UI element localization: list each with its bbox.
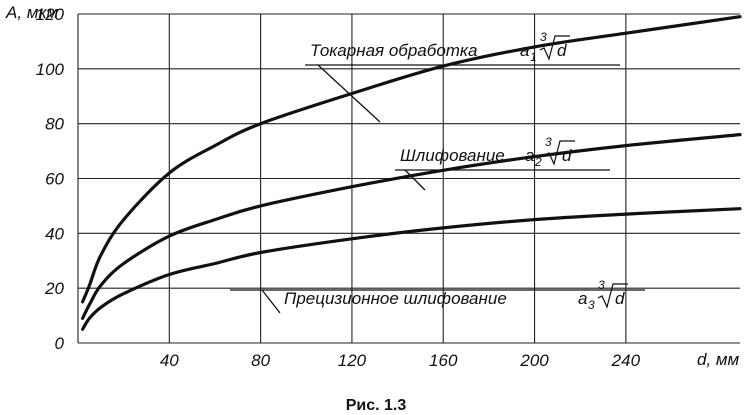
label-leader [404,169,426,191]
x-tick-label: 160 [429,351,458,370]
x-tick-label: 200 [519,351,549,370]
y-tick-label: 100 [36,60,65,79]
series-line-2 [81,133,742,320]
y-tick-label: 120 [36,5,65,24]
series-line-1 [81,15,742,304]
label-leader [261,289,281,314]
x-axis-label: d, мм [697,350,740,369]
y-tick-label: 40 [45,224,64,243]
series-label-1: Токарная обработка a 13d [305,30,620,123]
series-root-index: 3 [545,135,552,149]
series-name: Прецизионное шлифование [284,289,507,308]
series-coef: a [520,41,529,60]
x-tick-label: 80 [251,351,270,370]
series-label-2: Шлифование a 23d [395,135,610,191]
x-tick-label: 120 [338,351,367,370]
series-radicand: d [557,41,567,60]
x-tick-label: 240 [611,351,641,370]
series-coef: a [578,289,587,308]
radical-sign [539,35,570,61]
radical-sign [544,140,575,166]
y-tick-label: 20 [44,279,64,298]
grid [77,13,740,344]
series-coef-sub: 3 [588,298,595,312]
series-label-3: Прецизионное шлифование a 33d [230,278,645,314]
series-radicand: d [615,289,625,308]
series-name: Токарная обработка [310,41,477,60]
series-coef: a [525,146,534,165]
series-coef-sub: 2 [534,155,542,169]
x-tick-label: 40 [160,351,179,370]
series-line-3 [81,207,742,331]
curves [81,15,742,331]
y-tick-label: 0 [55,334,65,353]
y-axis-label: А, мкм [5,3,58,22]
label-leader [317,64,381,123]
figure-caption: Рис. 1.3 [346,397,407,414]
series-coef-sub: 1 [530,50,537,64]
series-name: Шлифование [400,146,505,165]
y-tick-label: 80 [45,115,64,134]
tick-labels: 0 20 40 60 80 100 120 40 80 120 160 200 240 [36,5,641,370]
series-root-index: 3 [598,278,605,292]
series-root-index: 3 [540,30,547,44]
y-tick-label: 60 [45,170,64,189]
series-radicand: d [562,146,572,165]
radical-sign [597,283,628,309]
